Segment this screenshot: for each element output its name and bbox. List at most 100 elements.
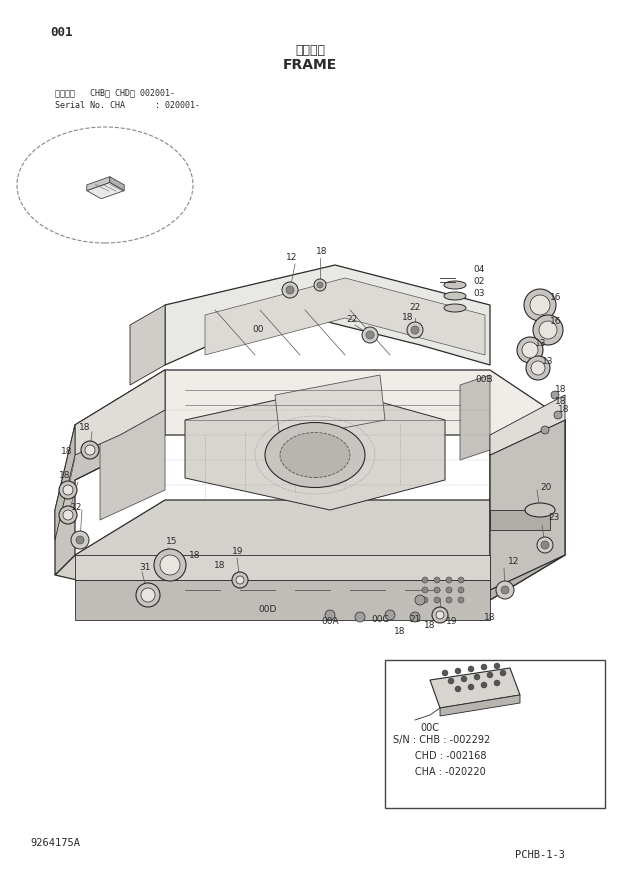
Circle shape — [59, 481, 77, 499]
Polygon shape — [87, 176, 110, 190]
Text: 13: 13 — [535, 340, 546, 348]
Polygon shape — [55, 425, 75, 540]
Circle shape — [422, 587, 428, 593]
Circle shape — [59, 506, 77, 524]
Circle shape — [407, 322, 423, 338]
Polygon shape — [75, 555, 490, 580]
Text: FRAME: FRAME — [283, 58, 337, 72]
Text: 00: 00 — [252, 326, 264, 334]
Text: 18: 18 — [79, 423, 90, 432]
Polygon shape — [490, 420, 565, 590]
Polygon shape — [100, 410, 165, 520]
Text: 18: 18 — [555, 397, 567, 407]
Text: Serial No. CHA      : 020001-: Serial No. CHA : 020001- — [55, 101, 200, 111]
Text: 16: 16 — [550, 318, 562, 327]
Circle shape — [533, 315, 563, 345]
Text: 22: 22 — [347, 315, 358, 325]
Circle shape — [422, 597, 428, 603]
Text: 15: 15 — [166, 538, 178, 546]
Polygon shape — [460, 375, 490, 460]
Circle shape — [154, 549, 186, 581]
Polygon shape — [87, 182, 124, 199]
Text: 18: 18 — [189, 551, 201, 560]
Ellipse shape — [525, 503, 555, 517]
Circle shape — [530, 295, 550, 315]
Circle shape — [434, 577, 440, 583]
Circle shape — [524, 289, 556, 321]
Text: 18: 18 — [58, 471, 70, 479]
Text: PCHB-1-3: PCHB-1-3 — [515, 850, 565, 860]
Circle shape — [422, 577, 428, 583]
Circle shape — [554, 411, 562, 419]
Circle shape — [236, 576, 244, 584]
Circle shape — [487, 672, 493, 678]
Text: 00D: 00D — [259, 606, 277, 615]
Text: 12: 12 — [286, 253, 298, 263]
Text: 00B: 00B — [475, 375, 493, 384]
Text: 31: 31 — [140, 562, 151, 572]
Polygon shape — [430, 668, 520, 708]
Circle shape — [366, 331, 374, 339]
Text: 18: 18 — [558, 405, 570, 415]
Circle shape — [468, 666, 474, 672]
Text: 13: 13 — [542, 358, 554, 367]
Text: 18: 18 — [484, 614, 496, 622]
Polygon shape — [75, 370, 165, 455]
Circle shape — [76, 536, 84, 544]
Text: 00C: 00C — [371, 615, 389, 624]
Text: 12: 12 — [508, 558, 520, 567]
Circle shape — [531, 361, 545, 375]
Circle shape — [314, 279, 326, 291]
Circle shape — [481, 682, 487, 688]
Polygon shape — [130, 305, 165, 385]
Ellipse shape — [444, 281, 466, 289]
Polygon shape — [55, 370, 165, 575]
Circle shape — [434, 597, 440, 603]
Circle shape — [461, 676, 467, 682]
Text: 18: 18 — [316, 248, 328, 257]
Circle shape — [63, 485, 73, 495]
Circle shape — [442, 670, 448, 676]
Text: フレーム: フレーム — [295, 44, 325, 57]
Text: 18: 18 — [424, 622, 436, 630]
Ellipse shape — [444, 304, 466, 312]
Text: 12: 12 — [71, 504, 82, 512]
Text: 21: 21 — [409, 615, 421, 624]
Circle shape — [282, 282, 298, 298]
Circle shape — [325, 610, 335, 620]
Circle shape — [446, 587, 452, 593]
Text: 19: 19 — [232, 547, 244, 556]
Polygon shape — [75, 370, 565, 480]
Polygon shape — [55, 500, 565, 600]
Text: 001: 001 — [50, 25, 73, 38]
Circle shape — [446, 597, 452, 603]
Polygon shape — [110, 176, 124, 190]
Circle shape — [362, 327, 378, 343]
Bar — [490, 510, 550, 530]
Circle shape — [541, 426, 549, 434]
Text: 16: 16 — [550, 293, 562, 303]
Ellipse shape — [444, 292, 466, 300]
Circle shape — [81, 441, 99, 459]
Polygon shape — [275, 375, 385, 440]
Circle shape — [468, 684, 474, 690]
Circle shape — [496, 581, 514, 599]
Circle shape — [455, 686, 461, 692]
Polygon shape — [490, 395, 565, 455]
Circle shape — [501, 586, 509, 594]
Circle shape — [446, 577, 452, 583]
Polygon shape — [165, 265, 490, 365]
Text: 18: 18 — [555, 386, 567, 395]
Bar — [385, 660, 605, 808]
Text: 23: 23 — [548, 513, 559, 523]
Polygon shape — [205, 278, 485, 355]
Circle shape — [537, 537, 553, 553]
Polygon shape — [75, 580, 490, 620]
Circle shape — [526, 356, 550, 380]
Text: 00C: 00C — [420, 723, 440, 733]
Circle shape — [458, 597, 464, 603]
Polygon shape — [440, 695, 520, 716]
Text: 18: 18 — [394, 628, 405, 636]
Circle shape — [481, 664, 487, 670]
Circle shape — [522, 342, 538, 358]
